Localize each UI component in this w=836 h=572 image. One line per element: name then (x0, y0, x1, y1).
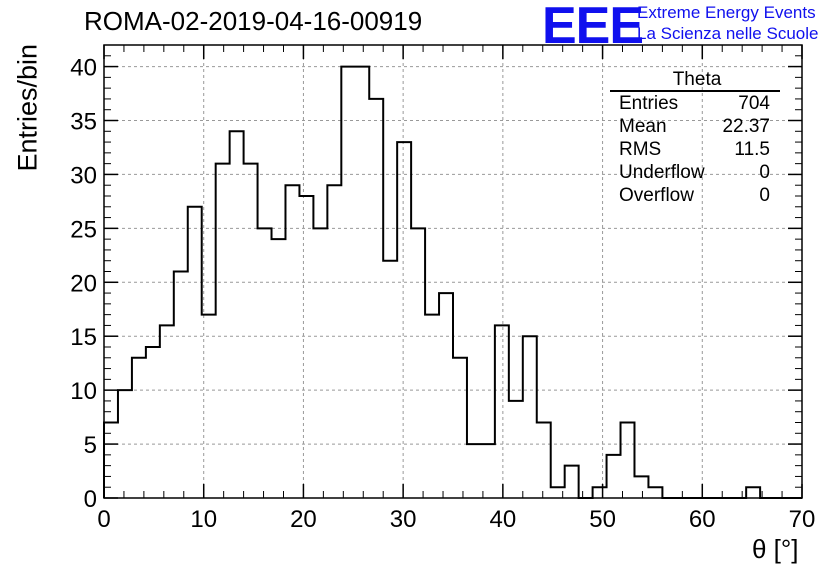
x-tick-label: 70 (789, 506, 816, 533)
x-tick-label: 60 (689, 506, 716, 533)
stats-row: Entries 704 (610, 92, 780, 115)
x-tick-label: 30 (390, 506, 417, 533)
stats-row: Overflow 0 (610, 184, 780, 207)
x-tick-label: 10 (190, 506, 217, 533)
histogram-line (103, 65, 802, 499)
stats-value: 22.37 (722, 116, 770, 137)
y-tick-label: 35 (70, 109, 97, 136)
stats-row: RMS 11.5 (610, 138, 780, 161)
x-tick-label: 40 (490, 506, 517, 533)
logo-caption-2: La Scienza nelle Scuole (637, 24, 819, 43)
stats-value: 0 (759, 185, 770, 206)
axis-tick-labels: 0 10 20 30 40 50 60 70 0 5 10 15 20 25 30 35 40 (70, 55, 815, 533)
y-tick-label: 10 (70, 378, 97, 405)
y-tick-label: 0 (84, 486, 97, 513)
stats-title: Theta (610, 70, 780, 92)
stats-row: Mean 22.37 (610, 115, 780, 138)
x-tick-label: 0 (97, 506, 110, 533)
stats-value: 704 (738, 93, 770, 114)
stats-label: Mean (619, 116, 667, 137)
x-tick-label: 50 (589, 506, 616, 533)
axis-ticks (103, 44, 803, 499)
chart-title: ROMA-02-2019-04-16-00919 (84, 6, 423, 36)
stats-row: Underflow 0 (610, 161, 780, 184)
y-tick-label: 40 (70, 55, 97, 82)
x-axis-label: θ [°] (752, 534, 799, 564)
x-tick-label: 20 (290, 506, 317, 533)
eee-logo: EEE (542, 0, 644, 55)
y-tick-label: 25 (70, 216, 97, 243)
stats-label: RMS (619, 139, 662, 160)
y-axis-label: Entries/bin (12, 43, 43, 172)
grid (104, 45, 802, 498)
stats-label: Overflow (619, 185, 694, 206)
stats-label: Entries (619, 93, 679, 114)
y-tick-label: 20 (70, 270, 97, 297)
y-tick-label: 15 (70, 324, 97, 351)
stats-value: 0 (759, 162, 770, 183)
stats-value: 11.5 (734, 139, 770, 160)
stats-label: Underflow (619, 162, 705, 183)
plot-frame (103, 44, 803, 499)
logo-caption-1: Extreme Energy Events (637, 3, 816, 22)
y-tick-label: 5 (84, 432, 97, 459)
y-tick-label: 30 (70, 162, 97, 189)
stats-box: Theta Entries 704 Mean 22.37 RMS 11.5 Un… (610, 70, 780, 207)
